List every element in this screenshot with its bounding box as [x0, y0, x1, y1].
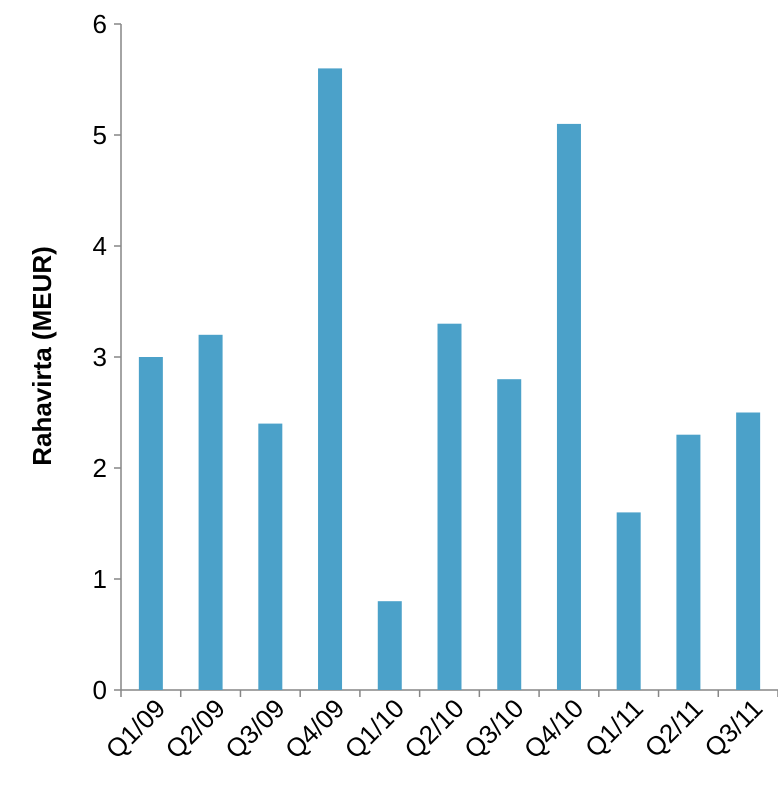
x-tick-label: Q2/11 — [639, 693, 709, 763]
x-tick-label: Q3/09 — [219, 693, 290, 764]
bar — [198, 334, 223, 690]
bar — [377, 601, 402, 690]
x-tick-label: Q3/10 — [458, 693, 529, 764]
bar — [556, 123, 581, 690]
y-tick-label: 2 — [93, 453, 107, 483]
bar — [736, 412, 761, 690]
bar — [318, 68, 343, 690]
bars — [138, 68, 761, 690]
y-tick-label: 4 — [93, 231, 107, 261]
x-tick-label: Q1/09 — [100, 693, 171, 764]
y-tick-label: 0 — [93, 675, 107, 705]
bar — [437, 323, 462, 690]
x-tick-label: Q4/10 — [518, 693, 589, 764]
bar — [138, 357, 163, 690]
y-axis: 0 1 2 3 4 5 6 — [93, 9, 122, 705]
y-tick-label: 6 — [93, 9, 107, 39]
bar — [497, 379, 522, 690]
y-tick-label: 3 — [93, 342, 107, 372]
x-tick-label: Q3/11 — [698, 693, 768, 763]
x-tick-label: Q1/11 — [579, 693, 649, 763]
bar — [258, 423, 283, 690]
x-tick-label: Q2/10 — [398, 693, 469, 764]
x-tick-label: Q1/10 — [339, 693, 410, 764]
bar — [616, 512, 641, 690]
x-tick-label: Q4/09 — [279, 693, 350, 764]
y-tick-label: 1 — [93, 564, 107, 594]
x-tick-label: Q2/09 — [160, 693, 231, 764]
y-tick-label: 5 — [93, 120, 107, 150]
bar — [676, 434, 701, 690]
y-axis-label: Rahavirta (MEUR) — [27, 246, 57, 466]
x-axis: Q1/09Q2/09Q3/09Q4/09Q1/10Q2/10Q3/10Q4/10… — [100, 689, 778, 764]
